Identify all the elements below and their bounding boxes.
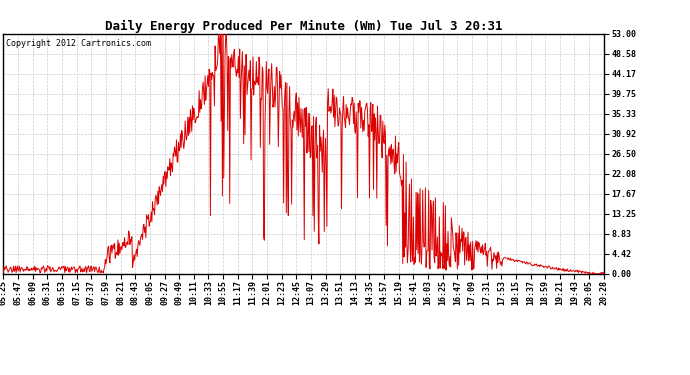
Text: Copyright 2012 Cartronics.com: Copyright 2012 Cartronics.com bbox=[6, 39, 151, 48]
Title: Daily Energy Produced Per Minute (Wm) Tue Jul 3 20:31: Daily Energy Produced Per Minute (Wm) Tu… bbox=[105, 20, 502, 33]
